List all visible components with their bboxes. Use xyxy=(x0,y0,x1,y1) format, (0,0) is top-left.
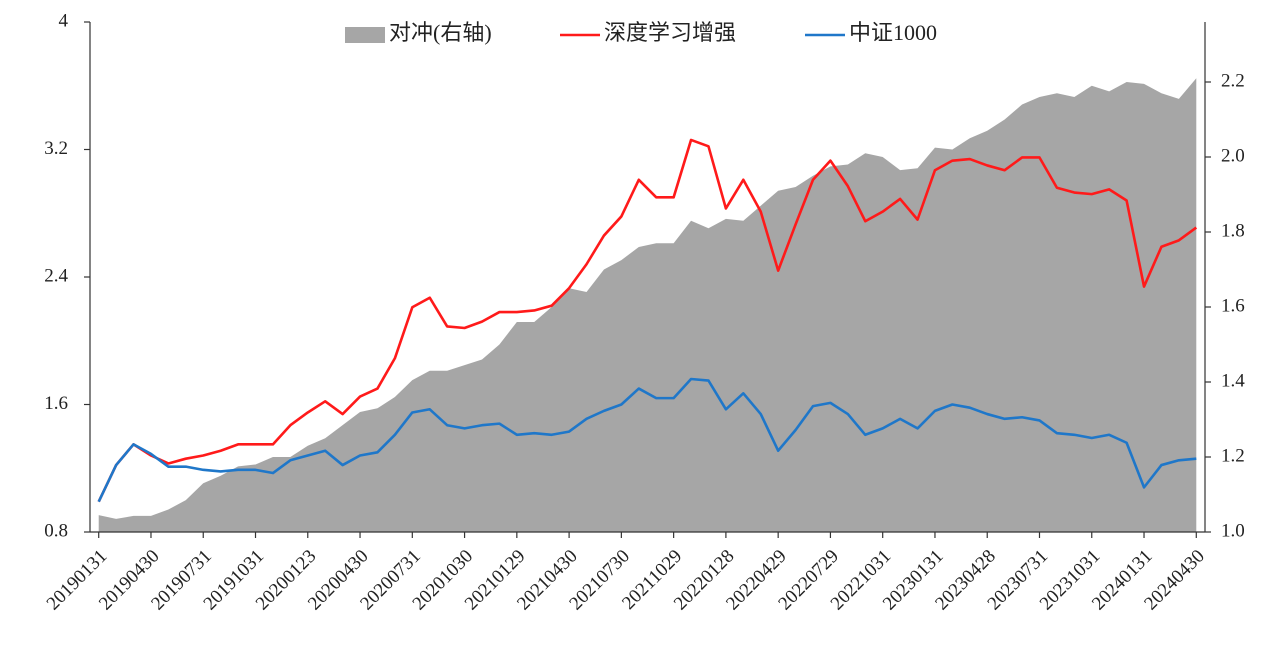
area xyxy=(98,78,1197,532)
line xyxy=(97,138,1198,503)
y2-tick-label: 1.4 xyxy=(1221,370,1245,391)
y2-tick-label: 1.6 xyxy=(1221,295,1245,316)
y2-tick-label: 1.0 xyxy=(1221,520,1245,541)
y2-tick-label: 2.0 xyxy=(1221,145,1245,166)
legend-swatch xyxy=(345,27,385,43)
y-tick-label: 0.8 xyxy=(44,520,68,541)
y-tick-label: 1.6 xyxy=(44,393,68,414)
line xyxy=(97,377,1197,503)
y2-tick-label: 1.2 xyxy=(1221,445,1245,466)
y-tick-label: 3.2 xyxy=(44,138,68,159)
y-tick-label: 2.4 xyxy=(44,265,68,286)
y2-tick-label: 1.8 xyxy=(1221,220,1245,241)
y-tick-label: 4 xyxy=(59,10,69,31)
legend-label: 深度学习增强 xyxy=(604,20,736,45)
legend-label: 对冲(右轴) xyxy=(389,20,492,45)
y2-tick-label: 2.2 xyxy=(1221,70,1245,91)
legend-label: 中证1000 xyxy=(849,20,937,45)
